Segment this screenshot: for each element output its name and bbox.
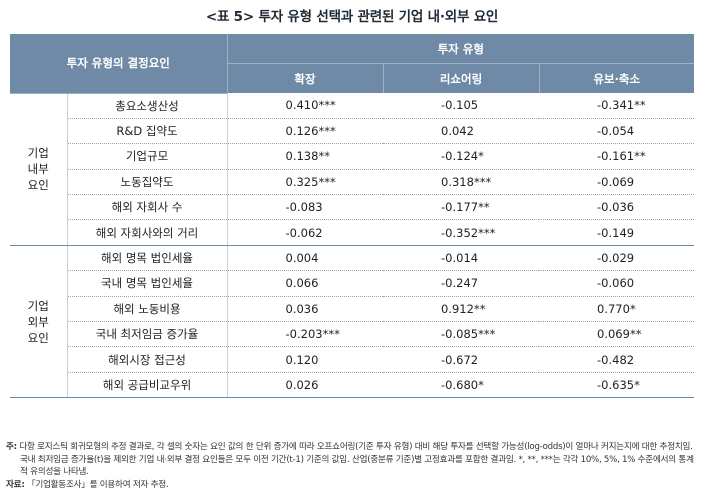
value-cell: -0.177**	[383, 194, 540, 221]
value-cell: -0.054	[539, 118, 695, 145]
value-cell: 0.138**	[227, 143, 384, 170]
table-row: 국내 명목 법인세율 0.066 -0.247 -0.060	[10, 270, 695, 297]
value-cell: -0.029	[539, 245, 695, 272]
value-cell: 0.066	[227, 270, 384, 297]
value-cell: -0.060	[539, 270, 695, 297]
table-row: 기업 내부 요인 총요소생산성 0.410*** -0.105 -0.341**	[10, 93, 695, 246]
value-cell: 0.325***	[227, 169, 384, 196]
factor-cell: 해외 자회사 수	[67, 194, 228, 221]
factor-cell: 해외시장 접근성	[67, 346, 228, 373]
value-cell: 0.126***	[227, 118, 384, 145]
factor-cell: 국내 최저임금 증가율	[67, 321, 228, 348]
table-title-text: 투자 유형 선택과 관련된 기업 내·외부 요인	[258, 9, 499, 25]
table-row: 노동집약도 0.325*** 0.318*** -0.069	[10, 169, 695, 196]
table-note: 주: 다항 로지스틱 회귀모형의 추정 결과로, 각 셀의 숫자는 요인 값의 …	[6, 441, 698, 491]
value-cell: -0.680*	[383, 372, 540, 399]
value-cell: 0.318***	[383, 169, 540, 196]
value-cell: -0.203***	[227, 321, 384, 348]
table-row: 국내 최저임금 증가율 -0.203*** -0.085*** 0.069**	[10, 321, 695, 348]
results-table: 투자 유형의 결정요인 투자 유형 확장 리쇼어링 유보·축소 기업 내부 요인 총요…	[10, 34, 695, 399]
value-cell: -0.161**	[539, 143, 695, 170]
value-cell: -0.105	[383, 93, 540, 119]
factor-column-header: 투자 유형의 결정요인	[10, 34, 228, 94]
value-cell: 0.004	[227, 245, 384, 272]
table-row: 해외 노동비용 0.036 0.912** 0.770*	[10, 296, 695, 323]
type-header-reshoring: 리쇼어링	[382, 63, 540, 93]
value-cell: 0.036	[227, 296, 384, 323]
value-cell: 0.912**	[383, 296, 540, 323]
factor-cell: 해외 자회사와의 거리	[67, 219, 228, 246]
note-label: 주:	[6, 442, 17, 452]
factor-cell: 해외 공급비교우위	[67, 372, 228, 399]
value-cell: 0.069**	[539, 321, 695, 348]
table-body: 기업 내부 요인 총요소생산성 0.410*** -0.105 -0.341** R&D 집약…	[10, 93, 695, 399]
value-cell: -0.069	[539, 169, 695, 196]
value-cell: -0.062	[227, 219, 384, 246]
group-label: 기업 외부 요인	[10, 245, 68, 399]
value-cell: 0.410***	[227, 93, 384, 119]
type-header-hold-reduce: 유보·축소	[538, 63, 695, 93]
value-cell: -0.672	[383, 346, 540, 373]
value-cell: -0.085***	[383, 321, 540, 348]
value-cell: -0.036	[539, 194, 695, 221]
group-label-line: 요인	[27, 330, 49, 345]
table-row: 해외 자회사와의 거리 -0.062 -0.352*** -0.149	[10, 219, 695, 246]
group-label-line: 요인	[27, 178, 49, 193]
value-cell: 0.042	[383, 118, 540, 145]
table-row: R&D 집약도 0.126*** 0.042 -0.054	[10, 118, 695, 145]
table-row: 해외 공급비교우위 0.026 -0.680* -0.635*	[10, 372, 695, 399]
value-cell: 0.770*	[539, 296, 695, 323]
value-cell: -0.635*	[539, 372, 695, 399]
table-row: 기업규모 0.138** -0.124* -0.161**	[10, 143, 695, 170]
value-cell: -0.014	[383, 245, 540, 272]
table-title: <표 5> 투자 유형 선택과 관련된 기업 내·외부 요인	[0, 5, 704, 25]
value-cell: 0.120	[227, 346, 384, 373]
value-cell: -0.083	[227, 194, 384, 221]
investment-type-header: 투자 유형	[226, 34, 695, 64]
note-text: 다항 로지스틱 회귀모형의 추정 결과로, 각 셀의 숫자는 요인 값의 한 단…	[19, 442, 694, 477]
table-row: 해외 자회사 수 -0.083 -0.177** -0.036	[10, 194, 695, 221]
value-cell: -0.341**	[539, 93, 695, 119]
factor-cell: R&D 집약도	[67, 118, 228, 145]
factor-cell: 국내 명목 법인세율	[67, 270, 228, 297]
table-number: <표 5>	[205, 9, 254, 25]
table-row: 해외시장 접근성 0.120 -0.672 -0.482	[10, 346, 695, 373]
value-cell: -0.482	[539, 346, 695, 373]
table-row: 기업 외부 요인 해외 명목 법인세율 0.004 -0.014 -0.029	[10, 245, 695, 399]
factor-cell: 기업규모	[67, 143, 228, 170]
factor-cell: 해외 명목 법인세율	[67, 245, 228, 272]
source-label: 자료:	[6, 479, 25, 490]
value-cell: -0.352***	[383, 219, 540, 246]
value-cell: -0.124*	[383, 143, 540, 170]
group-label-line: 기업	[27, 298, 49, 313]
factor-cell: 총요소생산성	[67, 93, 228, 119]
source-text: 「기업활동조사」를 이용하여 저자 추정.	[26, 479, 169, 490]
factor-cell: 해외 노동비용	[67, 296, 228, 323]
value-cell: 0.026	[227, 372, 384, 399]
group-label: 기업 내부 요인	[10, 93, 68, 246]
value-cell: -0.149	[539, 219, 695, 246]
group-label-line: 내부	[27, 162, 49, 177]
value-cell: -0.247	[383, 270, 540, 297]
group-label-line: 기업	[27, 146, 49, 161]
group-label-line: 외부	[27, 314, 49, 329]
type-header-expansion: 확장	[226, 63, 384, 93]
factor-cell: 노동집약도	[67, 169, 228, 196]
